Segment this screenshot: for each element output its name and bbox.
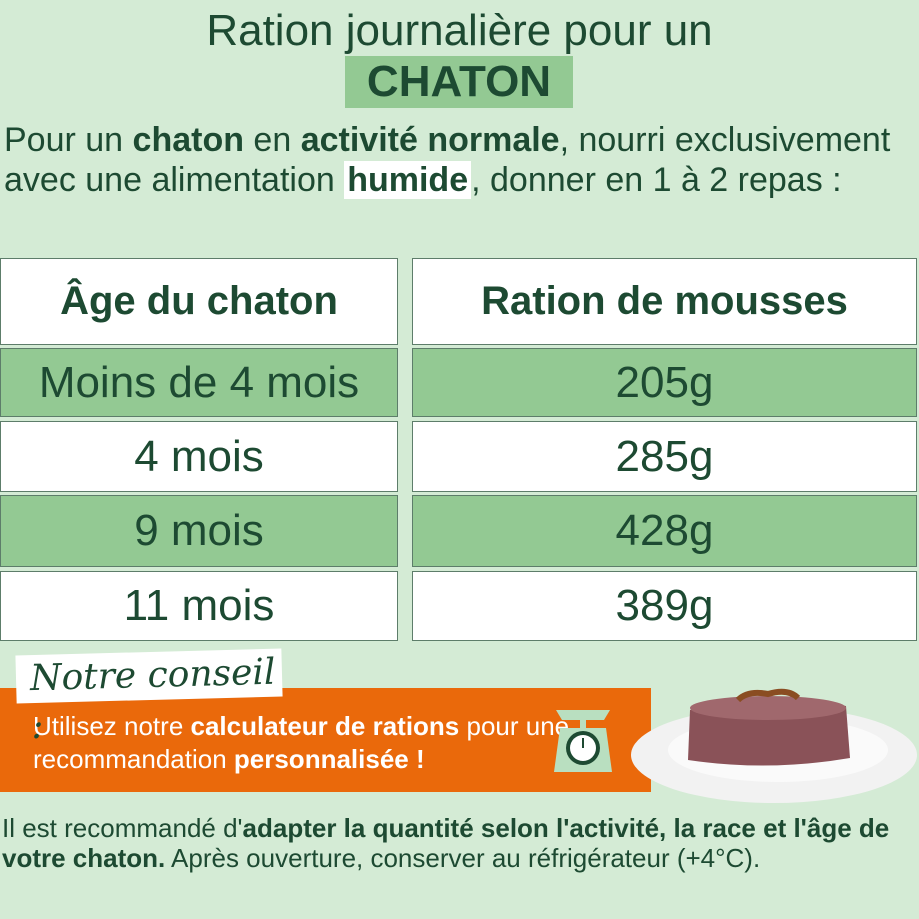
intro-b2: activité normale xyxy=(300,121,560,159)
intro-t4: , donner en 1 à 2 repas : xyxy=(471,161,842,199)
footer-text: Il est recommandé d'adapter la quantité … xyxy=(2,813,917,873)
title-line1: Ration journalière pour un xyxy=(206,6,713,55)
advice-t1: Utilisez notre xyxy=(33,711,191,741)
cell-ration: 285g xyxy=(412,421,917,492)
intro-t2: en xyxy=(243,121,301,159)
cell-age: 11 mois xyxy=(0,571,398,641)
advice-b2: personnalisée ! xyxy=(233,744,425,774)
cell-age: Moins de 4 mois xyxy=(0,348,398,417)
cell-ration: 428g xyxy=(412,495,917,567)
cell-age: 9 mois xyxy=(0,495,398,567)
intro-b3: humide xyxy=(344,161,472,199)
intro-text: Pour un chaton en activité normale, nour… xyxy=(4,120,904,200)
pate-plate-image xyxy=(631,688,917,803)
cell-ration: 389g xyxy=(412,571,917,641)
advice-t2: pour une recommandation xyxy=(33,711,570,774)
intro-t1: Pour un xyxy=(4,121,133,159)
header-ration: Ration de mousses xyxy=(412,258,917,345)
advice-tag: Notre conseil : xyxy=(15,648,283,747)
title-chaton: CHATON xyxy=(345,56,573,108)
intro-t3: , nourri exclusivement avec une alimenta… xyxy=(4,121,891,199)
cell-ration: 205g xyxy=(412,348,917,417)
footer-t1: Il est recommandé d' xyxy=(2,813,243,843)
footer-b1: adapter la quantité selon l'activité, la… xyxy=(2,813,890,873)
kitchen-scale-icon xyxy=(554,710,612,772)
calculator-link[interactable]: calculateur de rations xyxy=(190,711,460,741)
header-age: Âge du chaton xyxy=(0,258,398,345)
cell-age: 4 mois xyxy=(0,421,398,492)
footer-t2: Après ouverture, conserver au réfrigérat… xyxy=(165,843,761,873)
advice-box: Utilisez notre calculateur de rations po… xyxy=(0,688,651,792)
intro-b1: chaton xyxy=(132,121,244,159)
